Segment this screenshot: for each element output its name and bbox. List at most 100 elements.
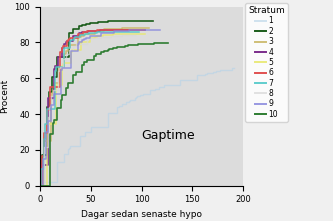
7 bbox=[124, 30, 128, 33]
8 bbox=[130, 34, 134, 37]
4 bbox=[86, 30, 90, 33]
7 bbox=[98, 31, 102, 34]
2 bbox=[131, 20, 135, 22]
1 bbox=[78, 135, 82, 137]
3 bbox=[122, 27, 126, 30]
4 bbox=[65, 39, 69, 42]
10 bbox=[94, 53, 98, 56]
2 bbox=[81, 23, 85, 26]
7 bbox=[62, 46, 66, 49]
Line: 10: 10 bbox=[40, 43, 168, 186]
3 bbox=[146, 27, 150, 29]
4 bbox=[82, 30, 86, 33]
6 bbox=[89, 30, 93, 32]
1 bbox=[214, 70, 218, 73]
8 bbox=[58, 66, 62, 69]
4 bbox=[114, 29, 118, 31]
8 bbox=[64, 54, 68, 57]
3 bbox=[76, 36, 80, 39]
6 bbox=[119, 29, 123, 31]
8 bbox=[58, 65, 62, 68]
4 bbox=[135, 29, 139, 31]
1 bbox=[124, 101, 128, 104]
3 bbox=[135, 27, 139, 30]
6 bbox=[84, 30, 88, 33]
6 bbox=[38, 182, 42, 185]
2 bbox=[109, 20, 113, 23]
4 bbox=[39, 164, 43, 166]
2 bbox=[137, 20, 141, 22]
6 bbox=[60, 47, 64, 49]
10 bbox=[153, 42, 157, 45]
1 bbox=[230, 67, 234, 70]
6 bbox=[95, 29, 99, 32]
7 bbox=[95, 31, 99, 34]
2 bbox=[137, 20, 141, 22]
2 bbox=[133, 20, 137, 22]
7 bbox=[89, 32, 93, 34]
10 bbox=[99, 51, 103, 53]
9 bbox=[112, 30, 116, 33]
9 bbox=[115, 30, 119, 32]
5 bbox=[132, 32, 136, 35]
9 bbox=[88, 35, 92, 38]
7 bbox=[68, 40, 72, 42]
1 bbox=[89, 125, 93, 128]
9 bbox=[38, 184, 42, 187]
1 bbox=[153, 87, 157, 90]
10 bbox=[48, 133, 52, 136]
2 bbox=[96, 21, 100, 23]
2 bbox=[48, 91, 52, 93]
1 bbox=[106, 112, 110, 115]
6 bbox=[110, 29, 114, 31]
1 bbox=[164, 83, 167, 86]
5 bbox=[70, 49, 74, 51]
2 bbox=[135, 20, 139, 22]
8 bbox=[64, 53, 68, 56]
8 bbox=[38, 184, 42, 187]
8 bbox=[46, 117, 50, 120]
4 bbox=[105, 29, 109, 31]
1 bbox=[150, 89, 154, 91]
7 bbox=[72, 36, 76, 39]
10 bbox=[60, 94, 64, 97]
3 bbox=[147, 27, 151, 29]
4 bbox=[98, 29, 102, 32]
6 bbox=[120, 29, 124, 31]
2 bbox=[50, 78, 54, 80]
1 bbox=[117, 105, 121, 107]
1 bbox=[62, 152, 66, 155]
10 bbox=[94, 53, 98, 56]
2 bbox=[102, 20, 106, 23]
3 bbox=[134, 27, 138, 30]
6 bbox=[116, 29, 120, 31]
Line: 2: 2 bbox=[40, 21, 153, 186]
10 bbox=[71, 74, 75, 76]
6 bbox=[38, 184, 42, 187]
4 bbox=[126, 29, 130, 31]
2 bbox=[106, 20, 110, 23]
7 bbox=[69, 39, 73, 41]
8 bbox=[74, 42, 78, 45]
6 bbox=[86, 30, 90, 33]
9 bbox=[127, 29, 131, 32]
8 bbox=[56, 70, 60, 72]
2 bbox=[38, 184, 42, 187]
10 bbox=[92, 54, 96, 57]
9 bbox=[81, 38, 85, 41]
Line: 5: 5 bbox=[40, 34, 146, 186]
8 bbox=[46, 115, 50, 118]
7 bbox=[42, 138, 46, 140]
7 bbox=[53, 70, 57, 72]
9 bbox=[153, 29, 157, 31]
1 bbox=[128, 99, 132, 101]
6 bbox=[130, 29, 134, 31]
5 bbox=[104, 34, 108, 36]
5 bbox=[54, 84, 58, 86]
8 bbox=[112, 34, 116, 37]
8 bbox=[86, 37, 90, 40]
2 bbox=[150, 20, 154, 22]
3 bbox=[138, 27, 142, 30]
7 bbox=[126, 30, 130, 33]
2 bbox=[137, 20, 141, 22]
